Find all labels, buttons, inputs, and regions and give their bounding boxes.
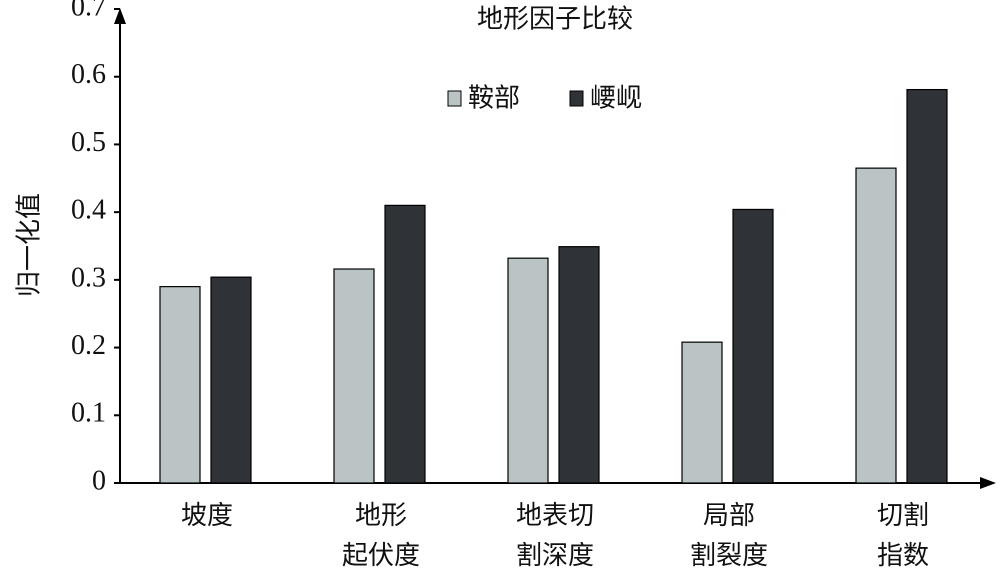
chart-title: 地形因子比较 <box>477 5 633 35</box>
bar <box>855 167 897 484</box>
x-arrow <box>980 477 996 489</box>
bar <box>384 204 426 484</box>
bar <box>507 257 549 484</box>
y-tick-label: 0.3 <box>71 262 106 293</box>
bar <box>333 268 375 484</box>
bar <box>558 246 600 484</box>
y-tick-label: 0.5 <box>71 127 106 158</box>
y-tick-label: 0.4 <box>71 195 106 226</box>
y-tick-label: 0.1 <box>71 398 106 429</box>
y-tick-label: 0.6 <box>71 59 106 90</box>
y-tick-label: 0 <box>92 465 106 496</box>
y-arrow <box>114 8 126 24</box>
x-tick-label: 地形起伏度 <box>342 501 420 571</box>
x-tick-label: 切割指数 <box>877 501 929 571</box>
bar <box>210 276 252 484</box>
bar <box>732 208 774 484</box>
bar <box>159 286 201 484</box>
x-tick-label: 地表切割深度 <box>516 501 594 571</box>
x-tick-label: 局部割裂度 <box>690 501 768 571</box>
legend-label: 鞍部 <box>468 84 520 114</box>
y-axis-label: 归一化值 <box>15 193 45 297</box>
legend-swatch <box>569 90 584 107</box>
legend-label: 崾岘 <box>590 84 642 114</box>
bar <box>906 88 948 484</box>
legend-swatch <box>447 90 462 107</box>
y-tick-label: 0.2 <box>71 330 106 361</box>
x-tick-label: 坡度 <box>181 501 233 531</box>
bar <box>681 341 723 484</box>
y-tick-label: 0.7 <box>71 0 106 22</box>
